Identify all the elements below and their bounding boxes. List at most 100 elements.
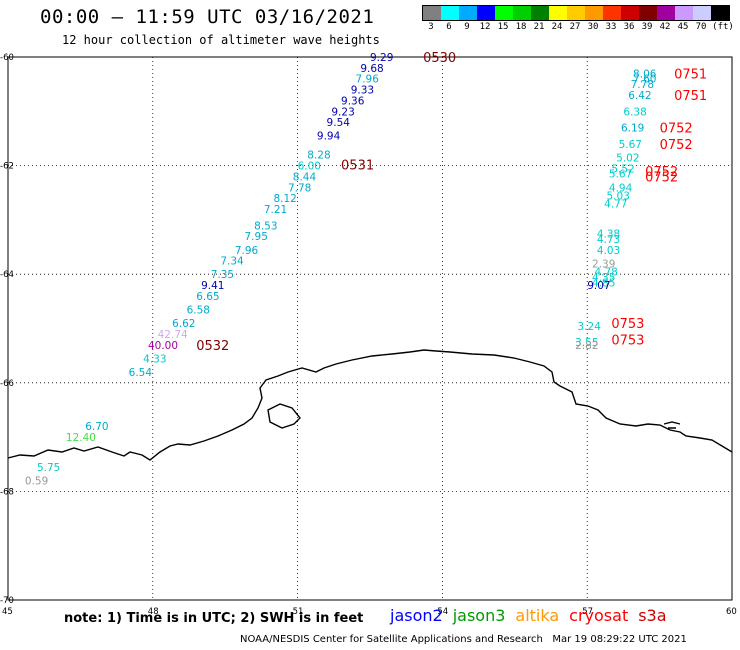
swh-value-label: 6.42 — [628, 90, 651, 102]
satellite-legend-altika: altika — [515, 606, 560, 625]
colorbar-tick-label: 39 — [641, 22, 653, 32]
colorbar-swatch — [531, 6, 549, 20]
colorbar-swatch — [621, 6, 639, 20]
swh-value-label: 3.55 — [575, 337, 598, 349]
track-time-label: 0752 — [645, 165, 678, 180]
colorbar-tick-label: 33 — [605, 22, 617, 32]
swh-value-label: 7.96 — [356, 74, 380, 86]
note-text: note: 1) Time is in UTC; 2) SWH is in fe… — [64, 611, 364, 626]
track-time-labels: 0530053105320751075107520752075207520753… — [196, 51, 707, 354]
track-time-label: 0532 — [196, 339, 229, 354]
swh-value-label: 4.78 — [594, 266, 617, 278]
swh-value-label: 7.21 — [264, 204, 287, 216]
colorbar-swatch — [495, 6, 513, 20]
swh-value-label: 9.29 — [370, 52, 393, 64]
swh-value-label: 6.00 — [298, 161, 321, 173]
map-subtitle: 12 hour collection of altimeter wave hei… — [62, 33, 380, 47]
latitude-label: -64 — [0, 270, 14, 280]
latitude-label: -66 — [0, 379, 14, 389]
wave-height-colorbar — [422, 5, 730, 21]
satellite-legend-jason2: jason2 — [390, 606, 443, 625]
swh-value-label: 40.00 — [148, 340, 178, 352]
map-title: 00:00 – 11:59 UTC 03/16/2021 — [40, 6, 375, 28]
colorbar-swatch — [477, 6, 495, 20]
swh-value-label: 8.28 — [307, 150, 330, 162]
colorbar-tick-label: 42 — [659, 22, 671, 32]
swh-value-label: 2.82 — [575, 340, 598, 352]
colorbar-tick-label: 70 — [695, 22, 707, 32]
colorbar-swatch — [693, 6, 711, 20]
satellite-legend-cryosat: cryosat — [569, 606, 629, 625]
satellite-legend-jason3: jason3 — [452, 606, 506, 625]
swh-value-label: 4.38 — [597, 228, 620, 240]
colorbar-tick-label: 15 — [497, 22, 509, 32]
swh-value-label: 8.44 — [293, 171, 317, 183]
graticule: 45 48 51 54 57 60 -60 -62 -64 -66 -68 -70 — [0, 53, 737, 617]
colorbar-swatch — [657, 6, 675, 20]
swh-value-label: 8.53 — [254, 220, 277, 232]
colorbar-tick-label: 27 — [569, 22, 581, 32]
swh-value-label: 9.94 — [317, 131, 341, 143]
map-frame — [7, 56, 733, 601]
swh-value-label: 5.03 — [607, 190, 630, 202]
swh-value-label: 9.41 — [201, 280, 224, 292]
swh-observations: 9.299.687.969.339.369.239.549.948.286.00… — [25, 52, 657, 488]
track-time-label: 0751 — [674, 89, 707, 104]
map-border — [7, 56, 733, 601]
swh-value-label: 6.54 — [129, 367, 153, 379]
colorbar-tick-label: 9 — [464, 22, 470, 32]
swh-value-label: 6.58 — [187, 304, 210, 316]
colorbar-swatch — [675, 6, 693, 20]
colorbar-swatch — [423, 6, 441, 20]
swh-value-label: 5.75 — [37, 462, 60, 474]
longitude-label: 45 — [2, 607, 13, 617]
latitude-label: -68 — [0, 487, 14, 497]
swh-value-label: 7.95 — [245, 231, 268, 243]
colorbar-swatch — [549, 6, 567, 20]
colorbar-swatch — [459, 6, 477, 20]
swh-value-label: 8.12 — [273, 193, 296, 205]
colorbar-tick-label: 6 — [446, 22, 452, 32]
swh-value-label: 9.07 — [587, 280, 610, 292]
swh-value-label: 7.34 — [220, 256, 244, 268]
swh-value-label: 0.59 — [25, 476, 48, 488]
swh-value-label: 2.39 — [592, 258, 615, 270]
swh-value-label: 4.85 — [592, 277, 615, 289]
colorbar-swatch — [567, 6, 585, 20]
colorbar-tick-label: 36 — [623, 22, 635, 32]
colorbar-tick-label: 45 — [677, 22, 689, 32]
track-time-label: 0530 — [423, 51, 456, 66]
colorbar-tick-label: 24 — [551, 22, 563, 32]
colorbar-swatch — [513, 6, 531, 20]
colorbar-swatch — [585, 6, 603, 20]
swh-value-label: 7.35 — [211, 269, 234, 281]
swh-value-label: 9.23 — [331, 106, 354, 118]
track-time-label: 0531 — [341, 159, 374, 174]
satellite-legend-s3a: s3a — [638, 606, 667, 625]
satellite-legend: jason2 jason3 altika cryosat s3a — [390, 606, 677, 625]
swh-value-label: 4.94 — [609, 182, 633, 194]
longitude-label: 51 — [293, 607, 304, 617]
colorbar-tick-label: (ft) — [712, 22, 734, 32]
longitude-label: 54 — [437, 607, 448, 617]
swh-value-label: 5.52 — [611, 163, 634, 175]
colorbar-swatch — [441, 6, 459, 20]
colorbar-swatch — [603, 6, 621, 20]
colorbar-tick-label: 18 — [515, 22, 527, 32]
swh-value-label: 7.96 — [235, 245, 259, 257]
swh-value-label: 7.60 — [633, 74, 656, 86]
colorbar-tick-label: 30 — [587, 22, 599, 32]
track-time-label: 0752 — [645, 170, 678, 185]
swh-value-label: 8.06 — [633, 68, 657, 80]
swh-value-label: 9.54 — [327, 117, 351, 129]
swh-value-label: 9.33 — [351, 85, 374, 97]
antarctic-coastline — [7, 349, 733, 461]
track-time-label: 0753 — [611, 317, 644, 332]
longitude-label: 48 — [148, 607, 159, 617]
swh-value-label: 6.38 — [623, 106, 646, 118]
latitude-label: -60 — [0, 53, 14, 63]
colorbar-tick-label: 3 — [428, 22, 434, 32]
track-time-label: 0753 — [611, 333, 644, 348]
swh-value-label: 7.78 — [631, 79, 654, 91]
swh-value-label: 4.33 — [143, 353, 166, 365]
